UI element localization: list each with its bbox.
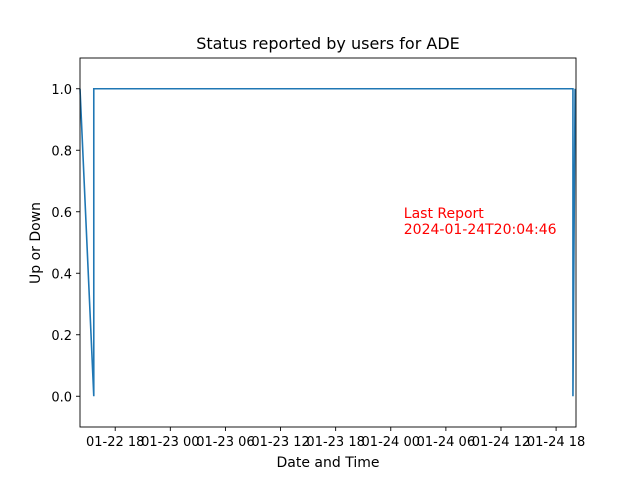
axes-frame (79, 57, 577, 428)
series-line-0 (79, 87, 576, 397)
y-tick-label: 0.8 (51, 144, 72, 159)
annotation-line-2: 2024-01-24T20:04:46 (404, 222, 557, 238)
chart-title: Status reported by users for ADE (196, 34, 460, 53)
x-tick-label: 01-24 18 (527, 435, 585, 450)
annotation-line-1: Last Report (404, 206, 485, 222)
y-tick-label: 0.2 (51, 329, 72, 344)
y-tick-label: 1.0 (51, 83, 72, 98)
y-tick-label: 0.0 (51, 390, 72, 405)
x-tick-label: 01-23 12 (251, 435, 309, 450)
x-tick-label: 01-24 12 (472, 435, 530, 450)
y-tick-label: 0.4 (51, 267, 72, 282)
x-axis-label: Date and Time (277, 455, 380, 471)
x-tick-label: 01-23 18 (306, 435, 364, 450)
x-tick-label: 01-23 06 (196, 435, 254, 450)
y-tick-label: 0.6 (51, 206, 72, 221)
x-tick-label: 01-22 18 (86, 435, 144, 450)
x-tick-label: 01-24 06 (417, 435, 475, 450)
last-report-annotation: Last Report 2024-01-24T20:04:46 (404, 206, 557, 238)
x-tick-label: 01-23 00 (141, 435, 199, 450)
y-axis-label: Up or Down (28, 202, 44, 284)
x-tick-label: 01-24 00 (362, 435, 420, 450)
